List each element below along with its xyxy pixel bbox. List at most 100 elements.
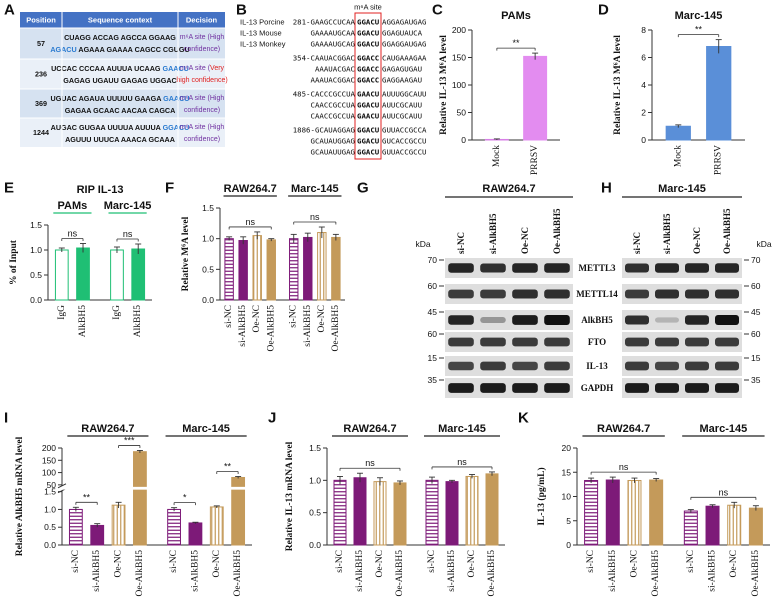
position-cell: 369 [35, 99, 47, 108]
bar [224, 238, 234, 301]
x-tick-label: Oe-NC [317, 305, 327, 332]
text-part: UCCAC CCCAA AUUUA UCAAG [51, 64, 162, 73]
bar [627, 479, 642, 546]
sequence-part: AAAUACGGAC [311, 76, 356, 85]
text-part: GAACU [163, 94, 189, 103]
blot-band [448, 383, 474, 393]
bar [238, 240, 248, 301]
y-tick-label: 1.0 [202, 234, 214, 244]
sequence-part: GAACU [357, 90, 380, 99]
decision-line: m⁶A site (High [180, 124, 225, 131]
sequence-line: GAGAA GCAAC AACAA CAGCA [65, 106, 176, 115]
table-row [20, 118, 225, 147]
y-tick-label: 0 [641, 135, 646, 145]
axis-break-mark [57, 483, 67, 489]
blot-band [512, 337, 538, 347]
blot-strip [445, 258, 573, 278]
x-tick-label: si-NC [289, 305, 299, 328]
bar [485, 473, 499, 546]
blot-band [544, 361, 570, 371]
sequence-part: GUUACCGCCU [382, 148, 427, 157]
group-label: Marc-145 [182, 423, 230, 435]
sequence-part: GCAUAUGGAG [311, 137, 356, 146]
blot-strip [622, 258, 742, 278]
sequence-part: GAGAGUGAU [382, 65, 422, 74]
site-label: m⁶A site [354, 3, 382, 12]
sequence-part: CAACCGCCUA [311, 112, 356, 121]
kda-label: 70 [751, 255, 761, 265]
group-label: RAW264.7 [224, 183, 277, 195]
blot-strip [622, 284, 742, 304]
blot-band [448, 315, 474, 325]
x-tick-label: si-NC [169, 550, 179, 573]
text-part: AGACU [50, 45, 76, 54]
kda-label: 60 [428, 281, 438, 291]
blot-strip [622, 356, 742, 376]
group-label: Marc-145 [291, 183, 339, 195]
lane-label: Oe-NC [692, 227, 702, 254]
decision-line: confidence) [184, 136, 220, 143]
blot-band [448, 337, 474, 347]
x-tick-label: Oe-AlkBH5 [135, 550, 145, 597]
blot-band [715, 383, 739, 393]
y-tick-label: 200 [42, 443, 56, 453]
blot-band [480, 383, 506, 393]
bar [373, 481, 387, 546]
panel-letter: D [598, 2, 609, 19]
text-part: AGUUU UUUCA AAACA GCAAA [65, 135, 175, 144]
y-tick-label: 6 [641, 53, 646, 63]
blot-band [544, 263, 570, 273]
blot-band [448, 289, 474, 299]
bar [54, 249, 69, 301]
decision-line: high confidence) [176, 77, 227, 84]
protein-label: AlkBH5 [581, 315, 613, 325]
group-label: RAW264.7 [597, 423, 650, 435]
y-tick-label: 15 [562, 467, 572, 477]
group-label: PAMs [58, 200, 88, 212]
text-part: GAGAA GCAAC AACAA CAGCA [65, 106, 176, 115]
blot-band [715, 289, 739, 299]
protein-label: METTL3 [578, 263, 616, 273]
blot-band [715, 315, 739, 325]
x-tick-label: AlkBH5 [133, 305, 143, 337]
kda-label: 45 [751, 307, 761, 317]
kda-label: 15 [751, 353, 761, 363]
panel-letter: E [4, 180, 14, 197]
kda-unit: kDa [756, 239, 771, 249]
decision-line: m⁶A site (High [180, 95, 225, 102]
y-tick-label: 2 [641, 108, 646, 118]
blot-strip [622, 332, 742, 352]
bar [584, 479, 599, 546]
x-tick-label: IgG [112, 305, 122, 320]
blot-strip [445, 332, 573, 352]
group-label: Marc-145 [438, 423, 486, 435]
blot-band [685, 315, 709, 325]
panel-letter: B [236, 2, 247, 19]
x-tick-label: PRRSV [530, 145, 540, 175]
blot-band [480, 263, 506, 273]
bar [252, 235, 262, 301]
blot-band [655, 263, 679, 273]
bar [748, 507, 763, 546]
blot-band [512, 315, 538, 325]
sequence-part: GUCACCGCCU [382, 137, 427, 146]
bar [317, 232, 327, 301]
kda-label: 60 [428, 329, 438, 339]
sig-label: ns [365, 458, 375, 468]
x-tick-label: Oe-NC [212, 550, 222, 577]
site-box [354, 12, 382, 160]
y-tick-label: 20 [562, 443, 572, 453]
y-tick-label: 0.5 [202, 264, 214, 274]
sequence-line: GAGAG UGAUU GAGAG UGGAC [63, 76, 176, 85]
text-part: AGAAA GAAAA CAGCC CGUGU [77, 45, 190, 54]
bar [188, 522, 203, 546]
blot-strip [622, 310, 742, 330]
kda-unit: kDa [415, 239, 430, 249]
text-part: m⁶A site (High [180, 34, 225, 41]
text-part: confidence) [184, 46, 220, 53]
sequence-part: AAAUACGAC [315, 65, 355, 74]
text-part: AUGAC GUGAA UUUUA AUUUA [51, 123, 163, 132]
sequence-part: GCAUAUUGAG [311, 148, 356, 157]
x-tick-label: si-AlkBH5 [355, 550, 365, 592]
